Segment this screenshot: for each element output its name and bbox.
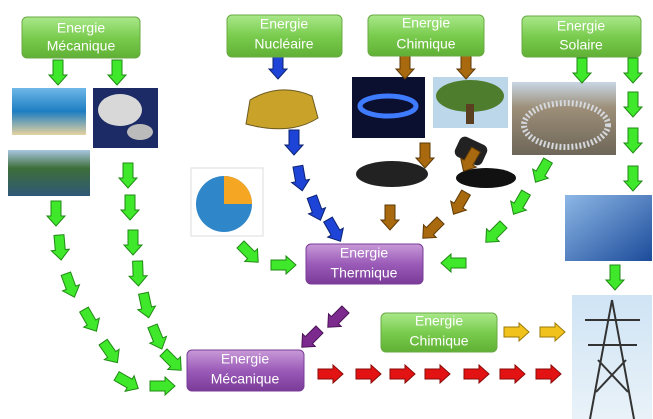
lake-photo (8, 150, 90, 196)
beach-photo (12, 88, 86, 135)
arrow (320, 215, 348, 246)
arrow (390, 365, 415, 383)
node-label: Solaire (559, 37, 603, 53)
arrow (47, 201, 65, 226)
node-label: Nucléaire (254, 36, 313, 52)
arrow (416, 143, 434, 168)
wind-puff (127, 124, 153, 140)
arrow (504, 323, 529, 341)
arrow (295, 323, 325, 353)
node: Energie Mécanique (187, 350, 304, 391)
node-label: Mécanique (211, 371, 280, 387)
arrow (381, 205, 399, 230)
node: Energie Nucléaire (227, 15, 342, 57)
energy-diagram: Energie Mécanique Energie Nucléaire Ener… (0, 0, 653, 419)
arrow (573, 58, 591, 83)
arrow (108, 60, 126, 85)
node-label: Chimique (396, 36, 455, 52)
node-label: Thermique (331, 265, 398, 281)
arrow (464, 365, 489, 383)
arrow (271, 256, 296, 274)
arrow (269, 54, 287, 79)
arrow (321, 303, 351, 333)
arrow (624, 166, 642, 191)
arrow (500, 365, 525, 383)
arrow (112, 368, 143, 396)
arrow (289, 165, 311, 193)
arrow (234, 238, 264, 268)
arrow (135, 291, 158, 319)
arrow (425, 365, 450, 383)
node: Energie Chimique (368, 15, 484, 56)
arrow (396, 54, 414, 79)
arrow (121, 195, 139, 220)
node-label: Energie (221, 351, 269, 367)
pylon-photo (572, 295, 652, 419)
coal-heap (356, 161, 428, 187)
uranium-rock (246, 90, 318, 129)
arrow (528, 156, 556, 187)
tree-trunk (466, 104, 474, 124)
arrow (624, 92, 642, 117)
arrow (49, 60, 67, 85)
node-label: Mécanique (47, 38, 116, 54)
arrow (150, 377, 175, 395)
arrow (624, 128, 642, 153)
node-label: Energie (557, 18, 605, 34)
arrow (457, 54, 475, 79)
arrow (119, 163, 137, 188)
arrow (303, 194, 328, 224)
arrow (624, 58, 642, 83)
node: Energie Solaire (522, 16, 641, 57)
node: Energie Mécanique (22, 17, 140, 58)
arrow (506, 188, 534, 219)
node: Energie Thermique (306, 244, 423, 284)
arrow (57, 271, 82, 301)
arrow (157, 346, 187, 376)
node: Energie Chimique (381, 313, 497, 352)
arrow (129, 261, 148, 287)
arrow (318, 365, 343, 383)
arrow (606, 265, 624, 290)
arrow (50, 234, 70, 260)
arrow (285, 130, 303, 155)
node-label: Energie (402, 15, 450, 31)
node-label: Energie (340, 245, 388, 261)
arrow (124, 230, 142, 255)
node-label: Chimique (409, 333, 468, 349)
arrow (76, 305, 104, 336)
node-label: Energie (415, 313, 463, 329)
arrow (96, 337, 125, 368)
arrow (540, 323, 565, 341)
wind-cloud (98, 94, 142, 126)
arrow (536, 365, 561, 383)
arrow (144, 323, 170, 353)
arrow (416, 214, 446, 244)
arrow (356, 365, 381, 383)
node-label: Energie (260, 16, 308, 32)
arrow (446, 188, 474, 219)
node-label: Energie (57, 20, 105, 36)
arrow (441, 254, 466, 272)
arrow (479, 218, 509, 248)
solar-panels-photo (565, 195, 652, 261)
